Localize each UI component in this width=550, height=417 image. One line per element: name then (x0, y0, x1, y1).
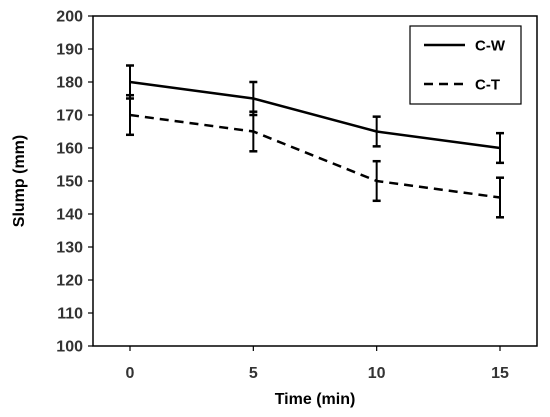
y-tick-label: 170 (56, 108, 83, 125)
y-tick-label: 120 (56, 273, 83, 290)
y-tick-label: 130 (56, 240, 83, 257)
x-tick-label: 5 (249, 365, 258, 382)
x-tick-label: 15 (491, 365, 509, 382)
y-tick-label: 200 (56, 9, 83, 26)
y-tick-label: 160 (56, 141, 83, 158)
legend-box (409, 25, 522, 105)
x-axis-title: Time (min) (275, 391, 356, 408)
y-axis-ticks: 100 110 120 130 140 150 160 170 180 190 200 (56, 9, 93, 356)
legend: C-W C-T (409, 25, 522, 105)
y-tick-label: 190 (56, 42, 83, 59)
y-tick-label: 180 (56, 75, 83, 92)
y-tick-label: 100 (56, 339, 83, 356)
x-axis-ticks: 0 5 10 15 (126, 346, 509, 382)
series-layer (126, 64, 504, 219)
y-tick-label: 150 (56, 174, 83, 191)
legend-label-c-w: C-W (475, 38, 506, 55)
legend-label-c-t: C-T (475, 77, 500, 94)
y-tick-label: 140 (56, 207, 83, 224)
series-line-c-t (129, 113, 501, 199)
y-axis-title: Slump (mm) (11, 135, 28, 227)
series-line-c-w (129, 80, 501, 150)
x-tick-label: 0 (126, 365, 135, 382)
y-tick-label: 110 (57, 306, 83, 323)
x-tick-label: 10 (368, 365, 386, 382)
